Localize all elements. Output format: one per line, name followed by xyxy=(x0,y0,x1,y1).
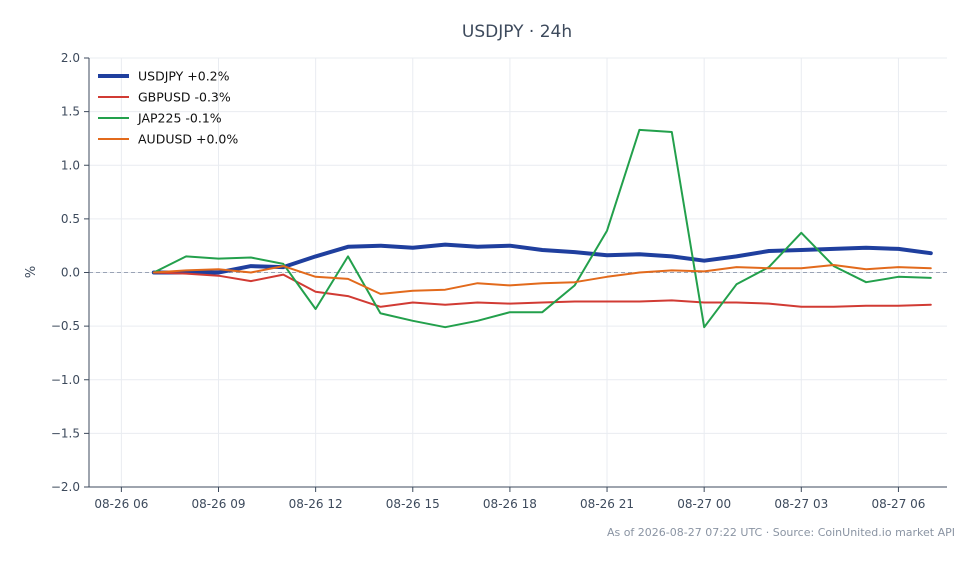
y-axis-label: % xyxy=(24,266,39,278)
x-tick-label: 08-27 06 xyxy=(871,497,925,511)
y-tick-label: −2.0 xyxy=(51,480,80,494)
x-tick-label: 08-26 06 xyxy=(94,497,148,511)
series-line-gbpusd xyxy=(152,271,932,308)
series-line-audusd xyxy=(152,264,932,295)
x-tick-label: 08-26 18 xyxy=(483,497,537,511)
y-tick-label: 1.0 xyxy=(61,158,80,172)
legend-label-gbpusd: GBPUSD -0.3% xyxy=(138,90,231,105)
chart-title: USDJPY · 24h xyxy=(462,22,572,42)
legend-label-audusd: AUDUSD +0.0% xyxy=(138,132,238,147)
legend: USDJPY +0.2% GBPUSD -0.3% JAP225 -0.1% AUDU… xyxy=(98,69,238,147)
y-tick-label: 1.5 xyxy=(61,105,80,119)
y-tick-label: 2.0 xyxy=(61,51,80,65)
x-tick-label: 08-26 21 xyxy=(580,497,634,511)
legend-label-jap225: JAP225 -0.1% xyxy=(137,111,222,126)
source-footer: As of 2026-08-27 07:22 UTC · Source: Coi… xyxy=(606,526,955,539)
y-tick-label: 0.0 xyxy=(61,266,80,280)
y-tick-label: 0.5 xyxy=(61,212,80,226)
x-tick-label: 08-26 15 xyxy=(386,497,440,511)
y-tick-label: −0.5 xyxy=(51,319,80,333)
legend-label-usdjpy: USDJPY +0.2% xyxy=(138,69,230,84)
series-lines xyxy=(151,128,933,329)
axes xyxy=(84,57,947,492)
x-tick-label: 08-26 12 xyxy=(289,497,343,511)
series-line-jap225 xyxy=(152,128,932,329)
y-tick-label: −1.0 xyxy=(51,373,80,387)
x-tick-labels: 08-26 06 08-26 09 08-26 12 08-26 15 08-26 18… xyxy=(94,497,925,511)
y-tick-labels: −2.0 −1.5 −1.0 −0.5 0.0 0.5 1.0 1.5 2.0 xyxy=(51,51,80,494)
x-tick-label: 08-27 00 xyxy=(677,497,731,511)
x-tick-label: 08-27 03 xyxy=(774,497,828,511)
x-tick-label: 08-26 09 xyxy=(192,497,246,511)
y-tick-label: −1.5 xyxy=(51,426,80,440)
